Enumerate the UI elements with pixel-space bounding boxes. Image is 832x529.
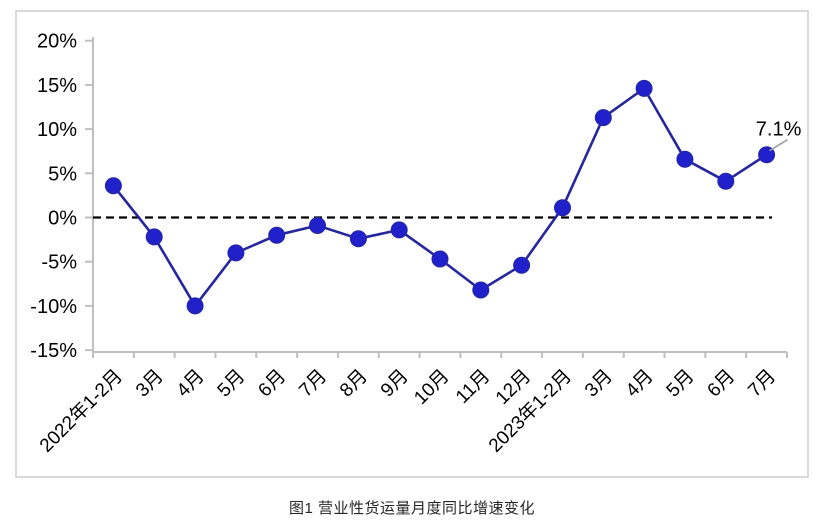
x-tick-label: 7月 — [295, 366, 331, 402]
data-point — [145, 228, 163, 246]
data-point — [309, 217, 326, 234]
annotation-label: 7.1% — [756, 119, 802, 141]
y-tick-label: 0% — [48, 208, 77, 230]
x-tick-label: 9月 — [377, 366, 413, 402]
x-tick-label: 4月 — [622, 366, 658, 402]
x-tick-label: 2022年1-2月 — [35, 365, 127, 457]
y-tick-label: -5% — [41, 252, 77, 274]
data-point — [513, 256, 531, 274]
x-tick-label: 5月 — [663, 366, 699, 402]
data-point — [227, 244, 245, 262]
x-tick-label: 7月 — [744, 366, 780, 402]
data-point — [268, 226, 286, 244]
series-line — [112, 87, 768, 308]
chart-caption: 图1 营业性货运量月度同比增速变化 — [288, 500, 535, 517]
data-point — [349, 230, 367, 248]
data-point — [472, 281, 490, 299]
y-tick-label: 10% — [37, 119, 77, 141]
y-tick-label: 5% — [48, 163, 77, 185]
annotation-leader-line — [769, 139, 789, 152]
data-point — [390, 221, 408, 239]
x-tick-label: 5月 — [214, 366, 250, 402]
x-tick-label: 8月 — [336, 366, 372, 402]
data-point — [676, 150, 694, 168]
y-tick-label: 20% — [37, 31, 77, 53]
data-point — [554, 199, 571, 217]
y-tick-label: -10% — [30, 296, 77, 318]
y-tick-label: 15% — [37, 75, 77, 97]
x-tick-label: 6月 — [704, 366, 740, 402]
y-tick-label: -15% — [30, 340, 77, 362]
x-tick-label: 6月 — [254, 366, 290, 402]
data-point — [186, 297, 204, 315]
data-point — [104, 177, 122, 195]
x-tick-label: 11月 — [452, 366, 494, 408]
data-point — [717, 172, 735, 190]
line-chart: 20%15%10%5%0%-5%-10%-15%2022年1-2月 3月 4月 5月 6… — [30, 31, 802, 457]
x-tick-label: 4月 — [173, 366, 209, 402]
data-point — [594, 109, 612, 127]
x-tick-label: 10月 — [410, 366, 453, 409]
data-point — [635, 79, 653, 97]
data-point — [431, 250, 449, 268]
x-tick-label: 3月 — [581, 366, 617, 402]
chart-frame — [15, 10, 809, 478]
x-tick-label: 3月 — [132, 366, 168, 402]
